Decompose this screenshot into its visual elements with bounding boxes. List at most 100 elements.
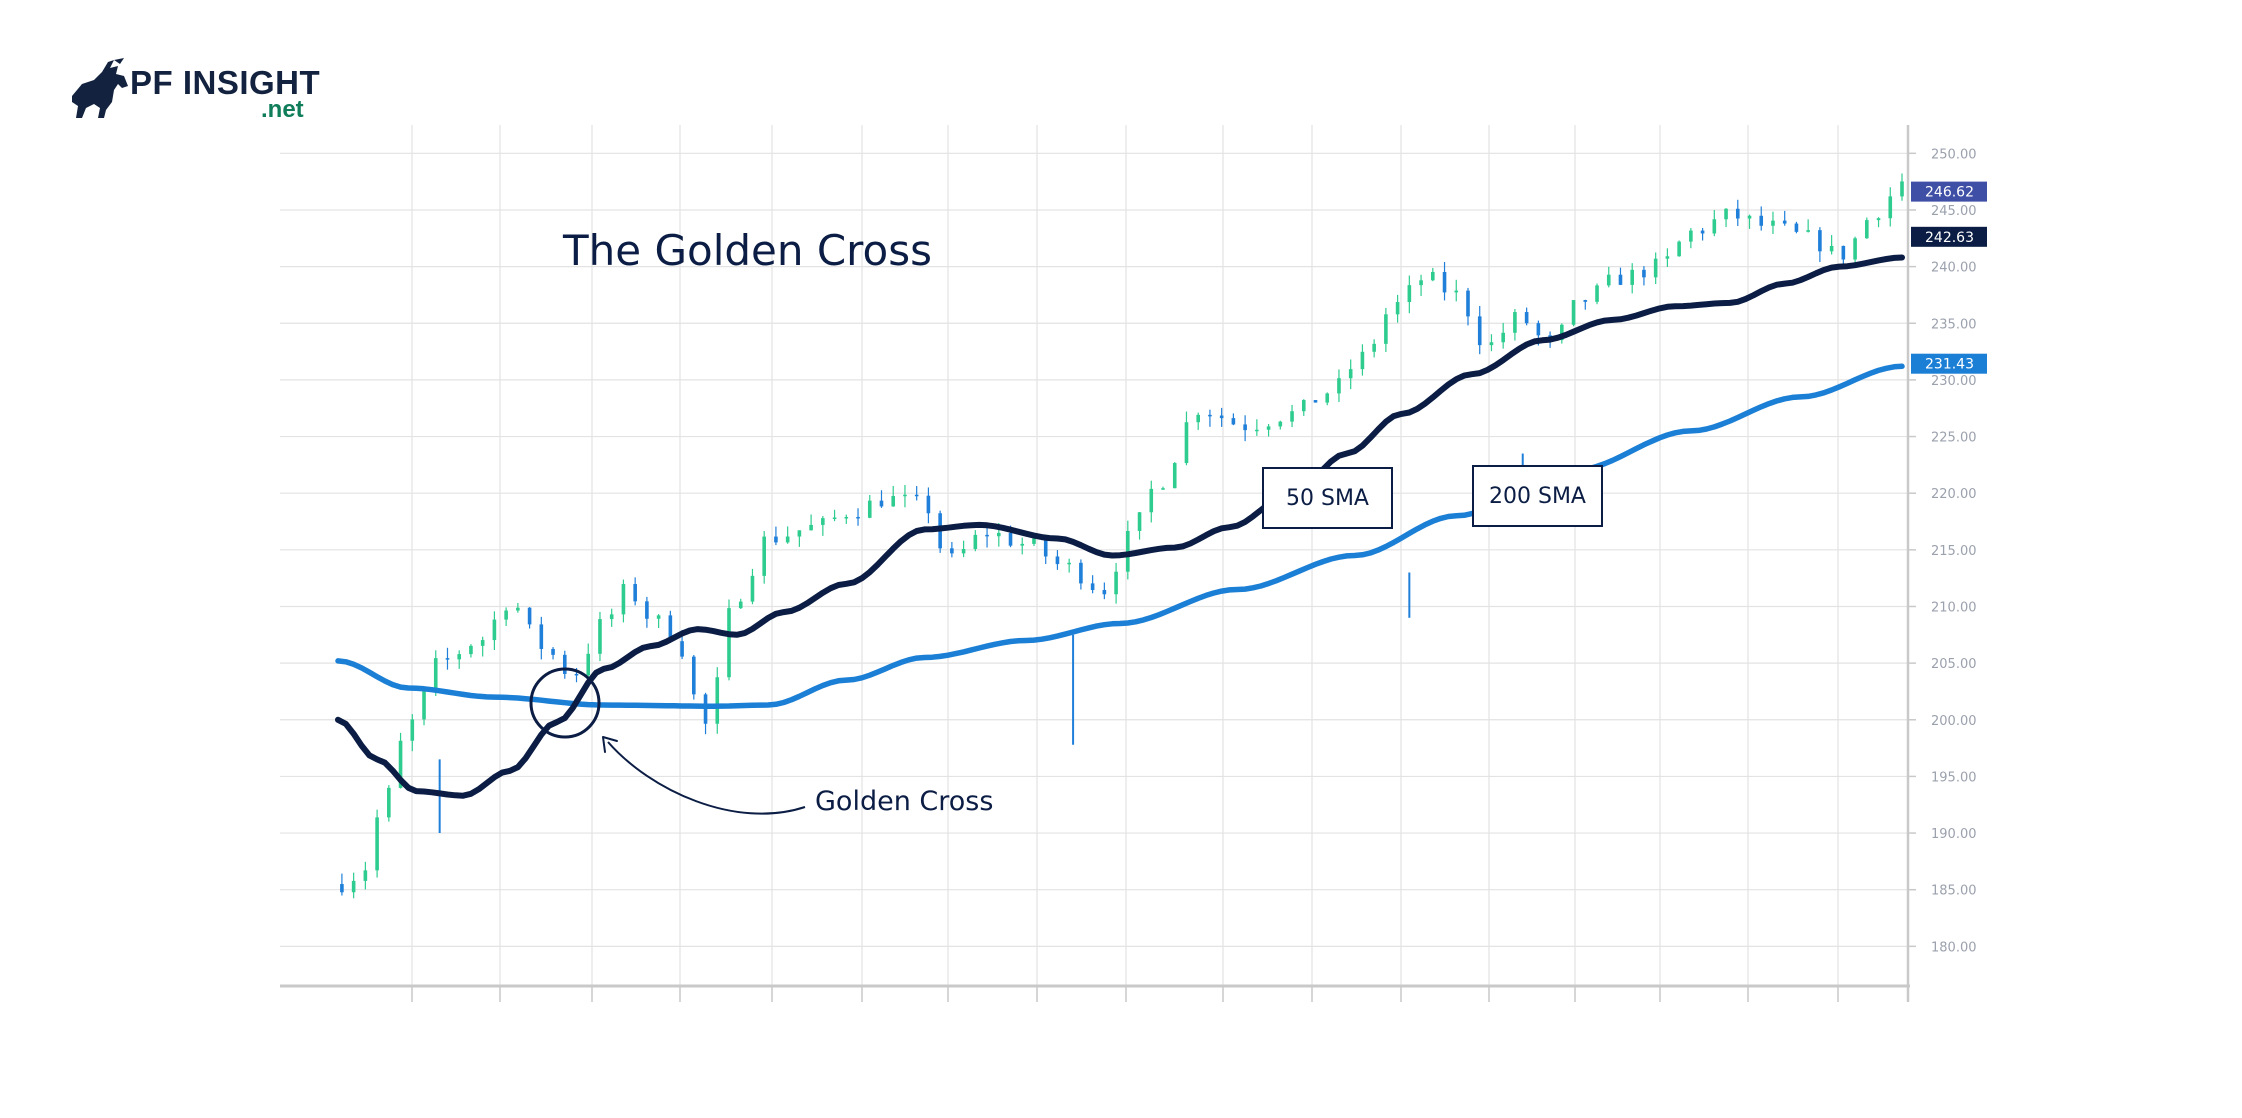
candle-body xyxy=(1841,245,1846,260)
candle-body xyxy=(1442,271,1447,293)
candle xyxy=(844,514,849,524)
brand-suffix: .net xyxy=(261,96,304,123)
candle xyxy=(1806,219,1810,233)
candle xyxy=(1665,248,1670,267)
candle-body xyxy=(1876,218,1881,221)
candle-body xyxy=(926,495,931,514)
candle xyxy=(774,526,778,546)
candle-body xyxy=(480,640,485,646)
candle-body xyxy=(727,608,731,678)
candle-body xyxy=(867,500,872,518)
candle xyxy=(891,485,896,507)
candle-body xyxy=(1419,280,1423,286)
candle xyxy=(551,647,555,660)
candle-body xyxy=(1172,463,1177,489)
candle xyxy=(1818,227,1822,262)
candle xyxy=(1900,173,1904,201)
candle xyxy=(1700,228,1705,241)
candle xyxy=(1067,558,1071,573)
candle-body xyxy=(750,575,755,602)
candle-body xyxy=(668,615,673,642)
candle-body xyxy=(985,534,989,537)
candle xyxy=(492,611,497,651)
sma200-price-tag: 231.43 xyxy=(1911,353,1987,374)
candle-body xyxy=(1384,314,1388,344)
y-tick-label: 235.00 xyxy=(1931,317,1977,332)
candle xyxy=(480,636,485,657)
candle xyxy=(1724,208,1728,228)
y-tick-label: 250.00 xyxy=(1931,147,1977,162)
candle-body xyxy=(598,619,602,654)
candle xyxy=(1161,486,1165,490)
sma50-label: 50 SMA xyxy=(1262,467,1393,529)
candle-body xyxy=(1747,215,1752,219)
candle-body xyxy=(574,673,579,676)
candle-body xyxy=(363,870,368,881)
candle-body xyxy=(1818,230,1822,252)
candle xyxy=(1771,211,1775,235)
candle xyxy=(1184,411,1189,466)
candle xyxy=(1090,575,1095,594)
brand-name: PF INSIGHT xyxy=(130,64,321,101)
candle xyxy=(1571,300,1576,327)
candle-body xyxy=(1700,230,1705,234)
candle xyxy=(926,487,931,524)
candle-body xyxy=(738,601,743,609)
candle-body xyxy=(1067,562,1071,565)
candle xyxy=(445,647,450,670)
candle xyxy=(633,577,637,606)
candle xyxy=(809,514,813,531)
candle xyxy=(457,650,462,669)
candle-body xyxy=(1606,274,1611,286)
candle-body xyxy=(1043,538,1048,557)
sma200-line xyxy=(335,363,1905,709)
sma50-line xyxy=(335,254,1905,799)
candle xyxy=(1360,344,1365,376)
candle-body xyxy=(1395,302,1400,315)
candle-body xyxy=(1513,312,1517,333)
candle xyxy=(762,531,766,584)
y-tick-label: 230.00 xyxy=(1931,374,1977,389)
candle-body xyxy=(903,494,907,497)
sma200-price-tag-label: 231.43 xyxy=(1925,357,1974,373)
golden-cross-arrow xyxy=(607,741,806,815)
candle xyxy=(914,486,919,501)
y-axis: 180.00 185.00 190.00 195.00 200.00 205.00 210.… xyxy=(280,125,1977,1002)
candle-body xyxy=(1348,369,1353,379)
candle xyxy=(1642,266,1646,286)
candle xyxy=(903,484,907,508)
candle-body xyxy=(1255,429,1259,432)
candle-body xyxy=(457,654,462,660)
candle-body xyxy=(703,694,708,724)
candle xyxy=(1137,511,1142,540)
candle xyxy=(1407,275,1412,314)
candle-body xyxy=(1290,411,1294,422)
y-tick-label: 245.00 xyxy=(1931,204,1977,219)
candle-body xyxy=(1090,583,1095,590)
candle xyxy=(351,872,356,899)
candle xyxy=(832,509,837,522)
candle-body xyxy=(1724,208,1728,220)
price-tags: 246.62 242.63 231.43 xyxy=(1911,181,1987,374)
candle xyxy=(856,508,860,526)
chart-title: The Golden Cross xyxy=(563,226,932,275)
candle xyxy=(750,568,755,605)
candle-body xyxy=(1771,220,1775,226)
candle xyxy=(340,873,344,896)
candle xyxy=(1853,236,1857,264)
candle-body xyxy=(1431,271,1435,281)
candle-body xyxy=(1243,424,1247,431)
candle-body xyxy=(433,658,438,689)
candle-body xyxy=(527,607,532,625)
y-tick-label: 210.00 xyxy=(1931,600,1977,615)
candle xyxy=(1278,420,1283,430)
candle-body xyxy=(1114,571,1118,595)
candle-body xyxy=(996,532,1001,537)
candle xyxy=(1372,339,1376,358)
grid xyxy=(280,125,1908,1002)
golden-cross-label: Golden Cross xyxy=(815,786,994,817)
candle-body xyxy=(387,787,391,818)
candle-body xyxy=(1231,418,1236,425)
candle xyxy=(1219,407,1224,427)
candle-body xyxy=(844,516,849,519)
